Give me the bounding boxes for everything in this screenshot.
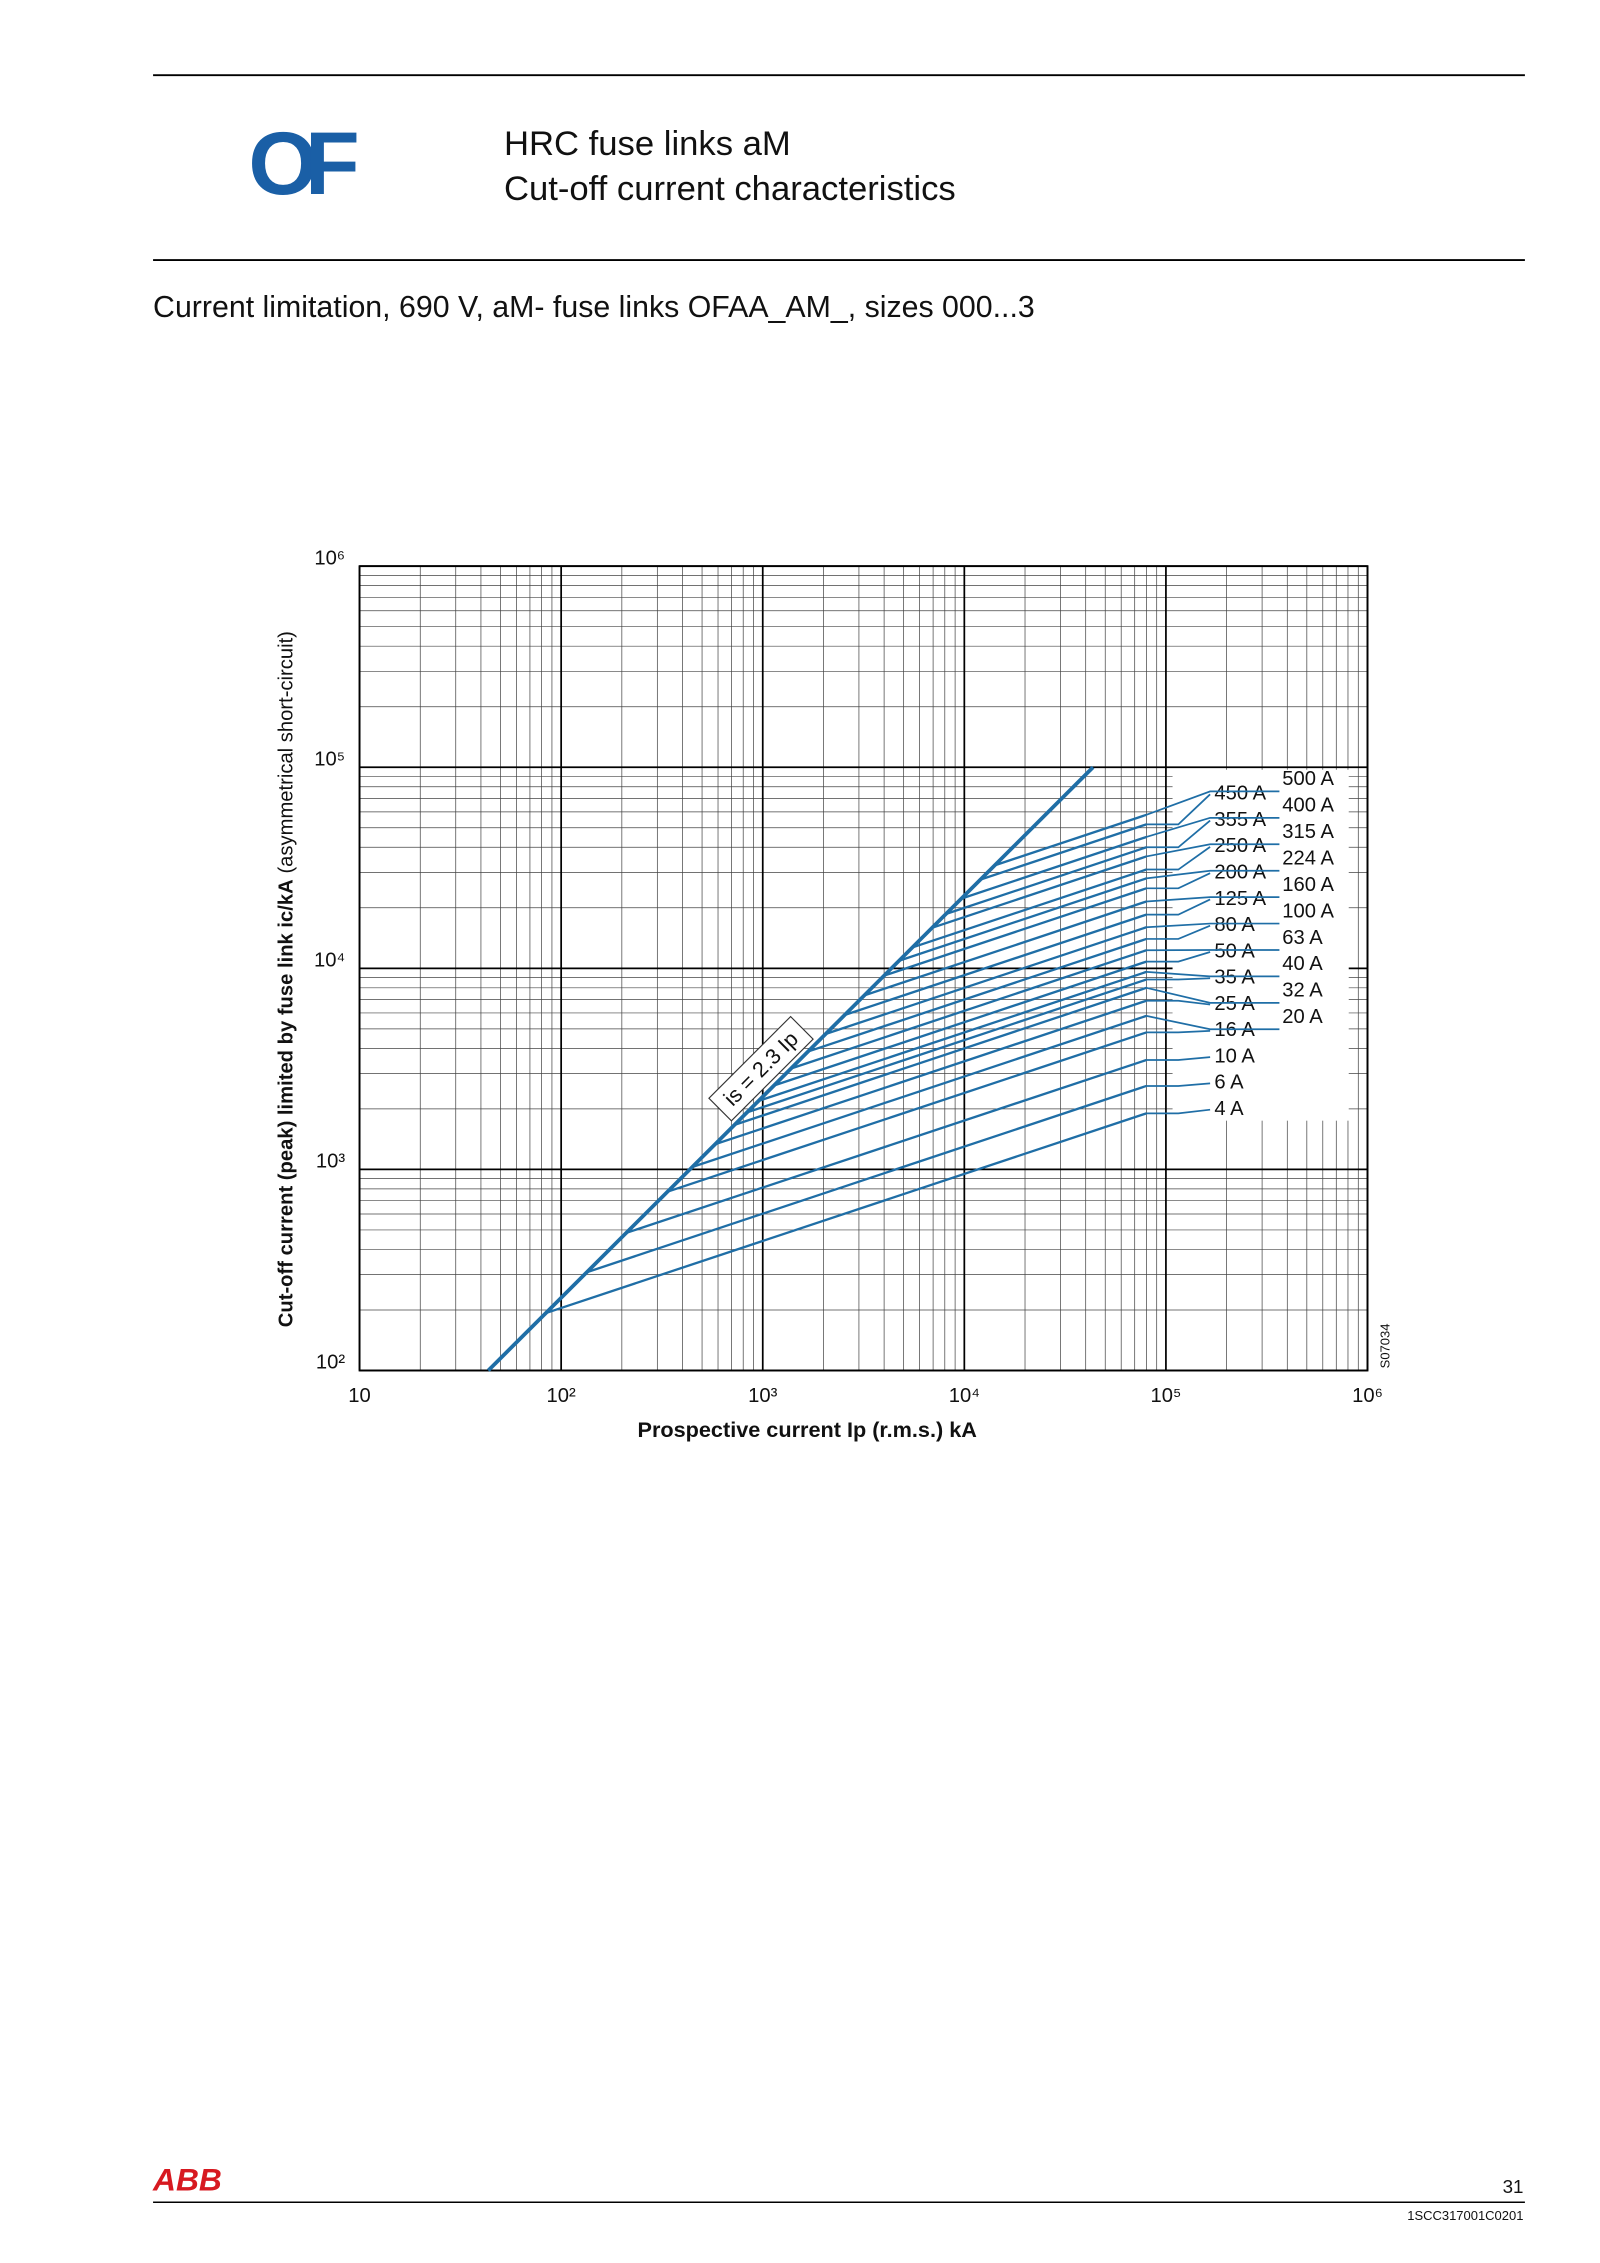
- fuse-curve: [586, 1084, 1147, 1274]
- title: Cut-off current characteristics: [504, 170, 956, 208]
- legend-label: 10 A: [1214, 1045, 1255, 1067]
- fuse-curve: [979, 823, 1147, 881]
- fuse-curve: [691, 1014, 1147, 1169]
- legend-label: 4 A: [1214, 1098, 1244, 1120]
- legend-label: 250 A: [1214, 835, 1266, 857]
- leader-line: [1146, 1082, 1211, 1087]
- leader-line: [1146, 898, 1211, 916]
- y-tick-label: 10⁵: [314, 748, 345, 770]
- y-axis-title: Cut-off current (peak) limited by fuse l…: [276, 631, 298, 1327]
- x-tick-label: 10⁴: [949, 1385, 980, 1407]
- leader-line: [1146, 872, 1211, 890]
- page-number: 31: [1503, 2176, 1524, 2197]
- legend-label: 25 A: [1214, 993, 1255, 1015]
- annotation-box: [708, 1015, 814, 1122]
- fuse-curve: [746, 978, 1147, 1114]
- fuse-curve: [994, 813, 1147, 867]
- fuse-curve: [945, 846, 1147, 916]
- fuse-curve: [825, 926, 1147, 1036]
- fuse-curve: [863, 900, 1147, 997]
- leader-line: [1146, 986, 1280, 1004]
- legend-label: 400 A: [1282, 795, 1334, 817]
- legend-label: 32 A: [1282, 980, 1323, 1002]
- leader-line: [1146, 1108, 1211, 1115]
- fuse-curve: [625, 1058, 1147, 1235]
- leader-line: [1146, 977, 1211, 981]
- fuse-curve: [790, 949, 1147, 1070]
- legend-label: 315 A: [1282, 821, 1334, 843]
- x-tick-label: 10²: [547, 1385, 576, 1407]
- fuse-curve: [844, 913, 1147, 1017]
- leader-line: [1146, 924, 1211, 940]
- legend-label: 80 A: [1214, 914, 1255, 936]
- logo: OF: [248, 113, 357, 213]
- legend-label: 20 A: [1282, 1006, 1323, 1028]
- leader-line: [1146, 793, 1211, 826]
- fuse-curve: [883, 887, 1147, 977]
- brand-logo: ABB: [152, 2161, 222, 2197]
- y-tick-label: 10³: [316, 1151, 345, 1173]
- leader-line: [1146, 896, 1280, 903]
- legend-label: 224 A: [1282, 847, 1334, 869]
- x-axis-title: Prospective current Ip (r.m.s.) kA: [638, 1417, 978, 1442]
- fuse-curve: [734, 986, 1147, 1126]
- doc-code: 1SCC317001C0201: [1407, 2208, 1523, 2223]
- subtitle: Current limitation, 690 V, aM- fuse link…: [153, 291, 1035, 324]
- legend-label: 100 A: [1282, 900, 1334, 922]
- legend-label: 35 A: [1214, 967, 1255, 989]
- x-tick-label: 10³: [748, 1385, 777, 1407]
- fuse-curve: [912, 868, 1147, 949]
- legend-label: 160 A: [1282, 874, 1334, 896]
- leader-line: [1146, 971, 1280, 978]
- x-tick-label: 10⁶: [1352, 1385, 1383, 1407]
- fuse-curve: [545, 1112, 1147, 1315]
- leader-line: [1146, 790, 1280, 816]
- leader-line: [1146, 1056, 1211, 1061]
- envelope-line: [486, 765, 1095, 1372]
- y-tick-label: 10²: [316, 1352, 345, 1374]
- x-tick-label: 10⁵: [1150, 1385, 1181, 1407]
- leader-line: [1146, 869, 1280, 880]
- y-tick-label: 10⁴: [314, 949, 345, 971]
- legend-label: 200 A: [1214, 862, 1266, 884]
- leader-line: [1146, 999, 1211, 1006]
- leader-line: [1146, 819, 1211, 849]
- y-tick-label: 10⁶: [314, 547, 345, 569]
- legend-label: 6 A: [1214, 1072, 1244, 1094]
- fuse-curve: [758, 970, 1147, 1103]
- fuse-curve: [931, 855, 1147, 929]
- fuse-curve: [898, 877, 1147, 962]
- fuse-curve: [714, 999, 1147, 1146]
- fuse-curve: [807, 937, 1147, 1053]
- legend-label: 500 A: [1282, 768, 1334, 790]
- legend-label: 40 A: [1282, 953, 1323, 975]
- leader-line: [1146, 951, 1211, 963]
- leader-line: [1146, 846, 1211, 871]
- title: HRC fuse links aM: [504, 125, 791, 163]
- leader-line: [1146, 1029, 1211, 1034]
- leader-line: [1146, 816, 1280, 838]
- leader-line: [1146, 1015, 1280, 1031]
- leader-line: [1146, 843, 1280, 858]
- legend-label: 450 A: [1214, 783, 1266, 805]
- figure-code: S07034: [1378, 1324, 1393, 1369]
- y-axis-title-main: Cut-off current (peak) limited by fuse l…: [276, 879, 298, 1327]
- legend-label: 355 A: [1214, 809, 1266, 831]
- leader-line: [1146, 922, 1280, 929]
- legend-label: 50 A: [1214, 940, 1255, 962]
- plot-frame: [358, 565, 1369, 1372]
- fuse-curve: [960, 835, 1147, 900]
- fuse-curve: [773, 960, 1147, 1087]
- legend-label: 16 A: [1214, 1019, 1255, 1041]
- y-axis-title-note: (asymmetrical short-circuit): [276, 631, 298, 873]
- fuse-curve: [667, 1031, 1147, 1193]
- legend-label: 63 A: [1282, 927, 1323, 949]
- x-tick-label: 10: [348, 1385, 370, 1407]
- legend-label: 125 A: [1214, 888, 1266, 910]
